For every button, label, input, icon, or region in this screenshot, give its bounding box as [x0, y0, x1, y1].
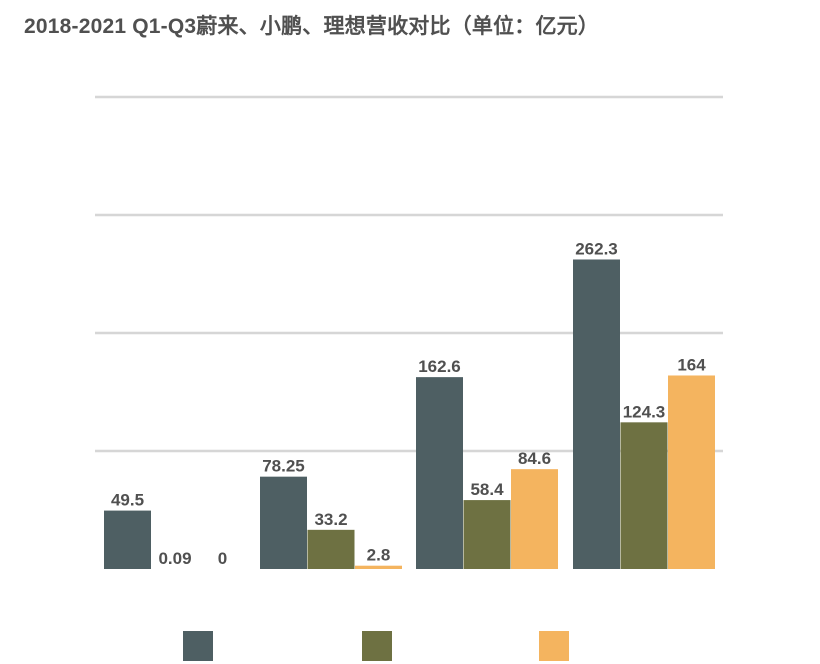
data-label: 78.25: [262, 457, 305, 476]
data-label: 58.4: [470, 480, 504, 499]
bar-series1-cat1: [104, 510, 151, 569]
bar-series2-cat2: [307, 529, 355, 569]
data-label: 124.3: [623, 402, 666, 421]
legend-swatch: [183, 631, 213, 661]
bar-series2-cat3: [463, 500, 511, 569]
data-label: 164: [677, 355, 706, 374]
bar-series1-cat4: [573, 259, 620, 569]
bar-series3-cat2: [355, 565, 402, 569]
bar-series1-cat2: [260, 476, 307, 569]
data-label: 0.09: [158, 549, 191, 568]
bar-series1-cat3: [416, 377, 463, 569]
data-label: 0: [218, 549, 227, 568]
data-label: 2.8: [367, 546, 391, 565]
data-label: 49.5: [111, 491, 144, 510]
legend-swatch: [539, 631, 569, 661]
legend-swatch: [362, 631, 392, 661]
bar-series3-cat3: [511, 469, 558, 569]
chart-title: 2018-2021 Q1-Q3蔚来、小鹏、理想营收对比（单位：亿元）: [24, 15, 600, 38]
bar-layer: [104, 259, 715, 569]
legend: [183, 631, 569, 661]
grid-layer: [95, 95, 723, 453]
bar-series2-cat4: [620, 422, 668, 569]
label-layer: 49.5 78.25 162.6 262.3 0.09 33.2 58.4 124.3 0 2.8…: [111, 239, 706, 568]
data-label: 33.2: [314, 510, 347, 529]
data-label: 262.3: [575, 239, 618, 258]
bar-series3-cat4: [668, 375, 715, 569]
data-label: 84.6: [518, 449, 551, 468]
data-label: 162.6: [418, 357, 461, 376]
